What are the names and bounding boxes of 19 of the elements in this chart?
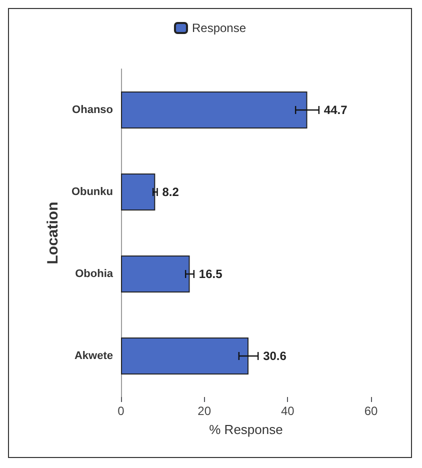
- bar: [121, 174, 156, 210]
- y-tick-label: Obunku: [71, 186, 113, 198]
- y-axis-title: Location: [44, 202, 62, 264]
- x-axis-title: % Response: [209, 422, 283, 437]
- x-tick-label: 20: [198, 404, 212, 418]
- x-tick-label: 40: [280, 404, 295, 418]
- data-label: 16.5: [198, 267, 223, 281]
- x-tick-label: 60: [364, 404, 378, 418]
- x-tick-label: 0: [118, 404, 125, 418]
- y-tick-label: Ohanso: [72, 104, 114, 116]
- data-label: 44.7: [324, 103, 348, 117]
- bar: [121, 338, 248, 374]
- bar: [121, 92, 308, 128]
- bar: [121, 256, 190, 292]
- legend-label: Response: [192, 21, 246, 35]
- data-label: 30.6: [263, 349, 287, 363]
- y-tick-label: Akwete: [74, 350, 113, 362]
- y-tick-label: Obohia: [75, 268, 114, 280]
- data-label: 8.2: [162, 185, 180, 199]
